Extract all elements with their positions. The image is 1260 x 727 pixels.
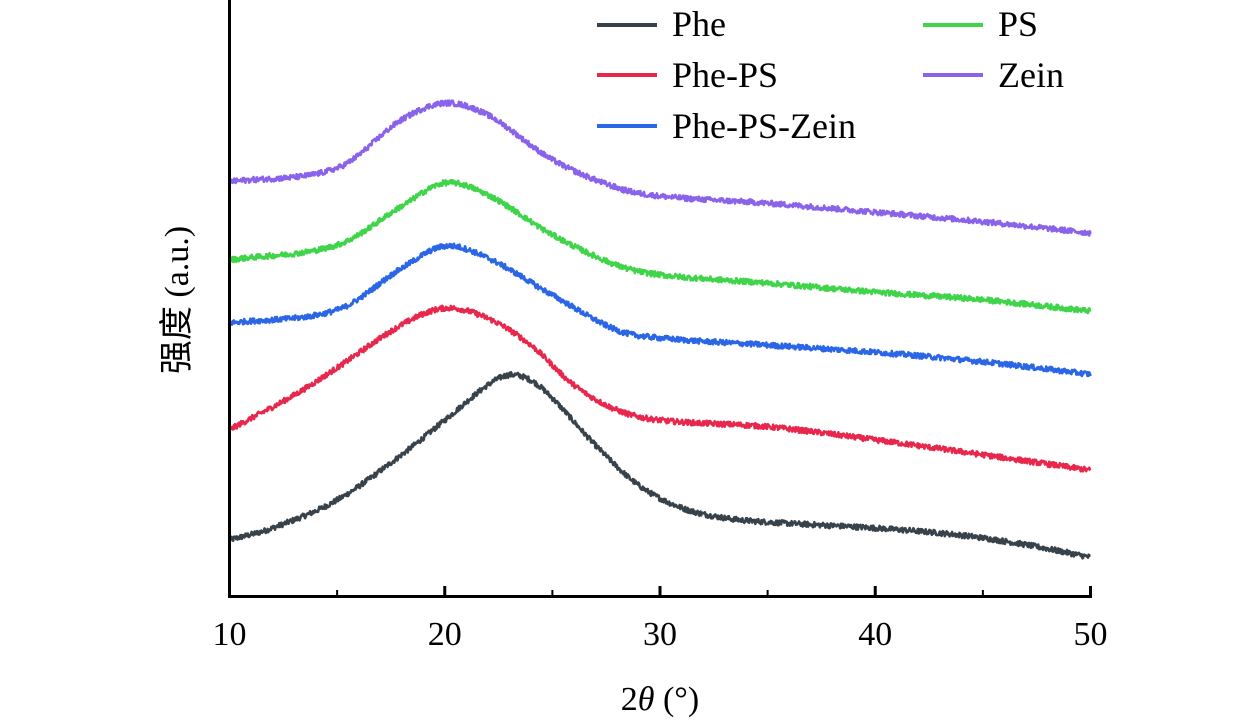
series-line-phe [228,370,1092,560]
x-tick-label: 10 [213,616,247,653]
legend-label: Phe-PS-Zein [672,106,856,146]
series-line-zein [228,99,1092,237]
x-tick-labels: 10 20 30 40 50 [213,616,1108,653]
legend-item-phe-ps-zein: Phe-PS-Zein [597,106,856,146]
x-tick-label: 20 [428,616,462,653]
legend-label: Phe-PS [672,55,778,95]
series-line-ps [228,178,1092,315]
y-axis-title: 强度 (a.u.) [158,226,196,374]
series-line-phe-ps-zein [228,242,1092,378]
x-tick-label: 40 [858,616,892,653]
legend-item-ps: PS [923,4,1038,44]
series-layer [228,99,1092,560]
legend-item-phe-ps: Phe-PS [597,55,778,95]
series-line-phe-ps [228,304,1092,473]
x-tick-label: 30 [643,616,677,653]
x-axis-title: 2θ (°) [621,681,699,718]
x-tick-label: 50 [1074,616,1108,653]
legend-label: PS [998,4,1038,44]
x-ticks [228,586,1092,597]
legend: Phe Phe-PS Phe-PS-Zein PS Zein [597,4,1064,146]
legend-item-phe: Phe [597,4,726,44]
legend-label: Phe [672,4,726,44]
legend-item-zein: Zein [923,55,1064,95]
legend-label: Zein [998,55,1064,95]
